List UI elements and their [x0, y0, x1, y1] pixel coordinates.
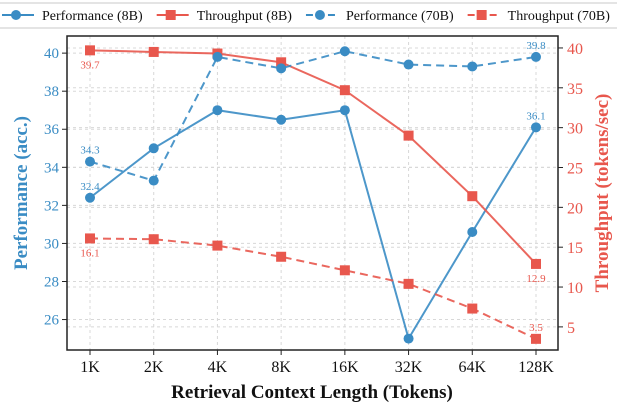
data-point	[339, 265, 350, 276]
legend-item: Performance (70B)	[305, 9, 454, 24]
data-point	[212, 105, 223, 116]
legend-item: Throughput (8B)	[156, 9, 293, 24]
x-tick-label: 32K	[395, 359, 423, 376]
y-right-tick-label: 10	[567, 280, 583, 297]
x-tick-label: 64K	[459, 359, 487, 376]
y-right-tick-label: 25	[567, 160, 583, 177]
legend-marker	[165, 10, 176, 20]
data-point	[467, 61, 478, 72]
data-label: 12.9	[526, 273, 546, 285]
x-tick-label: 128K	[518, 359, 554, 376]
series-line	[89, 109, 537, 342]
x-tick-label: 1K	[80, 359, 100, 376]
data-point	[276, 57, 287, 68]
data-point	[85, 156, 95, 167]
data-point	[212, 51, 223, 62]
y-left-tick-label: 30	[44, 236, 59, 252]
y-right-tick-label: 40	[567, 41, 583, 58]
data-label: 39.8	[526, 40, 546, 52]
y-left-tick-label: 40	[44, 46, 59, 62]
legend-label: Throughput (8B)	[197, 9, 293, 24]
legend-item: Performance (8B)	[2, 9, 143, 24]
x-axis-label: Retrieval Context Length (Tokens)	[171, 382, 453, 403]
data-label: 16.1	[80, 247, 99, 259]
data-label: 34.3	[80, 145, 100, 157]
data-point	[276, 251, 287, 262]
data-point	[403, 278, 414, 289]
legend-marker	[11, 10, 21, 20]
series-performance-8b: 32.4 36.1	[80, 105, 546, 344]
data-point	[531, 51, 541, 62]
x-tick-label: 16K	[331, 359, 359, 376]
data-point	[85, 45, 95, 56]
series-line	[89, 49, 537, 265]
data-point	[276, 114, 287, 125]
data-point	[531, 258, 541, 269]
y-left-tick-label: 26	[44, 313, 60, 329]
y-right-tick-label: 15	[567, 240, 583, 257]
data-point	[148, 143, 159, 154]
series-layer: 32.4 36.1 39.7 12.9 34.3 39.8 16.1 3.5	[80, 40, 546, 344]
x-tick-label: 4K	[208, 359, 228, 376]
y-axis-right-label: Throughput (tokens/sec)	[592, 94, 613, 293]
y-left-tick-label: 38	[44, 84, 59, 100]
legend-label: Performance (8B)	[42, 9, 143, 24]
data-point	[339, 105, 350, 116]
axes: 1K 2K 4K 8K 16K 32K 64K 128K 26 28 30 32 34 36 38 40 5 10…	[44, 41, 583, 376]
y-right-tick-label: 35	[567, 81, 583, 98]
plot-frame	[66, 35, 559, 351]
legend-marker	[314, 10, 325, 20]
data-point	[276, 63, 287, 74]
series-line	[89, 50, 537, 182]
series-performance-70b: 34.3 39.8	[80, 40, 546, 186]
y-axis-left-label: Performance (acc.)	[11, 116, 32, 270]
data-point	[531, 333, 541, 344]
data-point	[148, 46, 159, 57]
data-point	[212, 240, 223, 251]
y-left-tick-label: 36	[44, 122, 60, 138]
legend-label: Performance (70B)	[346, 9, 454, 24]
data-point	[339, 46, 350, 57]
y-right-tick-label: 30	[567, 121, 583, 138]
legend-marker	[476, 10, 487, 20]
data-label: 36.1	[526, 110, 545, 122]
data-point	[148, 234, 159, 245]
legend: Performance (8B) Throughput (8B) Performan…	[0, 2, 617, 29]
data-label: 32.4	[80, 181, 100, 193]
y-left-tick-label: 34	[44, 160, 60, 176]
data-label: 3.5	[529, 322, 543, 334]
x-tick-label: 2K	[144, 359, 164, 376]
x-tick-label: 8K	[271, 359, 291, 376]
data-point	[339, 85, 350, 96]
y-left-tick-label: 32	[44, 198, 59, 214]
y-right-tick-label: 20	[567, 200, 583, 217]
data-point	[403, 59, 414, 70]
data-point	[403, 130, 414, 141]
data-point	[467, 303, 478, 314]
legend-label: Throughput (70B)	[508, 9, 611, 24]
data-point	[467, 227, 478, 238]
series-line	[89, 237, 537, 340]
y-left-tick-label: 28	[44, 274, 59, 290]
series-throughput-8b: 39.7 12.9	[80, 45, 546, 285]
y-right-tick-label: 5	[567, 320, 575, 337]
data-point	[85, 233, 95, 244]
data-point	[403, 333, 414, 344]
legend-item: Throughput (70B)	[467, 9, 611, 24]
data-point	[467, 191, 478, 202]
data-point	[85, 192, 95, 203]
data-point	[148, 175, 159, 186]
series-throughput-70b: 16.1 3.5	[80, 233, 543, 344]
data-point	[531, 122, 541, 133]
data-label: 39.7	[80, 59, 100, 71]
grid	[67, 36, 558, 350]
